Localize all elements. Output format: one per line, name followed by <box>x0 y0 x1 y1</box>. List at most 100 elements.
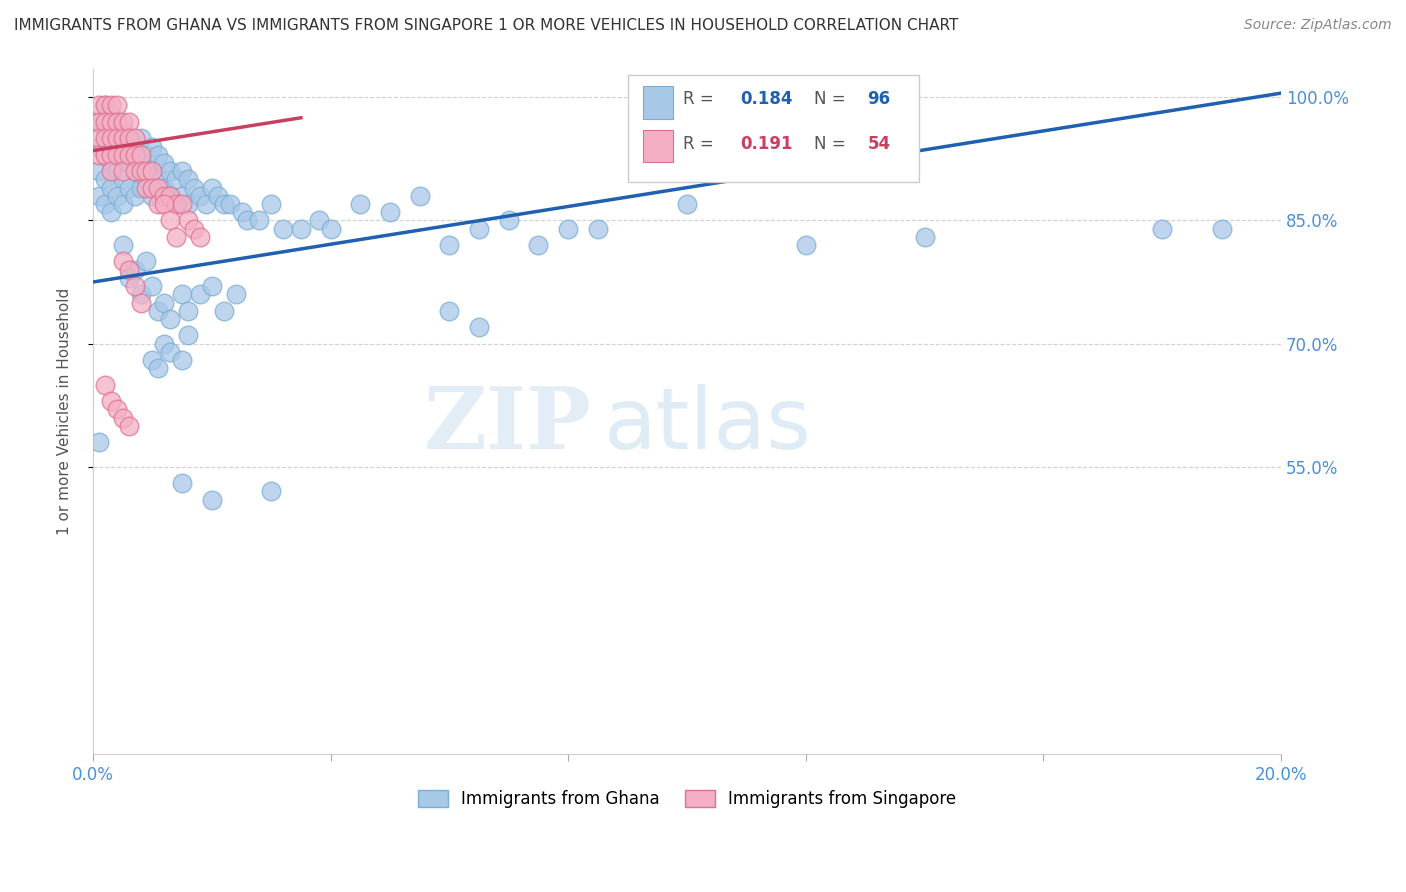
Point <box>260 484 283 499</box>
Point <box>87 139 110 153</box>
Point <box>159 189 181 203</box>
Point <box>94 197 117 211</box>
Point <box>159 164 181 178</box>
Point <box>201 180 224 194</box>
Point <box>124 139 146 153</box>
Point <box>111 172 134 186</box>
Point <box>141 180 163 194</box>
Point <box>153 156 176 170</box>
Point <box>118 418 141 433</box>
Point <box>177 213 200 227</box>
Point <box>111 164 134 178</box>
Point <box>201 279 224 293</box>
Point <box>135 147 157 161</box>
Point <box>129 180 152 194</box>
Point <box>105 115 128 129</box>
Point <box>100 131 122 145</box>
Point <box>439 238 461 252</box>
Point <box>177 197 200 211</box>
Point <box>124 147 146 161</box>
Point <box>141 139 163 153</box>
Point <box>94 123 117 137</box>
Point <box>118 115 141 129</box>
Point <box>87 131 110 145</box>
Point <box>290 221 312 235</box>
Point <box>124 164 146 178</box>
Point <box>148 147 170 161</box>
Point <box>153 189 176 203</box>
Point <box>141 279 163 293</box>
Point <box>148 172 170 186</box>
Point <box>378 205 401 219</box>
Point <box>100 394 122 409</box>
Point <box>468 221 491 235</box>
Point <box>177 172 200 186</box>
Point <box>87 164 110 178</box>
Point <box>105 131 128 145</box>
Point <box>100 180 122 194</box>
Text: ZIP: ZIP <box>425 383 592 467</box>
Point <box>100 106 122 120</box>
Point <box>118 131 141 145</box>
Point <box>111 147 134 161</box>
Point <box>105 402 128 417</box>
Legend: Immigrants from Ghana, Immigrants from Singapore: Immigrants from Ghana, Immigrants from S… <box>411 783 963 814</box>
Point <box>94 115 117 129</box>
Point <box>118 180 141 194</box>
Point <box>183 180 205 194</box>
Point <box>172 287 194 301</box>
Point <box>87 147 110 161</box>
Point <box>105 98 128 112</box>
Point <box>135 180 157 194</box>
Point <box>124 279 146 293</box>
FancyBboxPatch shape <box>643 129 672 162</box>
Point <box>141 353 163 368</box>
Point <box>172 476 194 491</box>
Point <box>153 295 176 310</box>
Point <box>87 98 110 112</box>
Point <box>177 328 200 343</box>
Point <box>165 197 187 211</box>
Point <box>148 303 170 318</box>
Point <box>111 123 134 137</box>
Point <box>194 197 217 211</box>
Point <box>94 377 117 392</box>
Point <box>271 221 294 235</box>
Point <box>247 213 270 227</box>
Point <box>141 164 163 178</box>
Point <box>148 197 170 211</box>
Point <box>557 221 579 235</box>
Point <box>349 197 371 211</box>
Point <box>111 115 134 129</box>
Point <box>94 98 117 112</box>
Point <box>165 197 187 211</box>
Point <box>118 262 141 277</box>
Point <box>172 164 194 178</box>
Point <box>212 303 235 318</box>
Point <box>124 189 146 203</box>
Text: 54: 54 <box>868 135 890 153</box>
Point <box>129 164 152 178</box>
Point <box>100 205 122 219</box>
Text: 0.191: 0.191 <box>741 135 793 153</box>
Point <box>105 147 128 161</box>
Point <box>111 254 134 268</box>
Point <box>111 197 134 211</box>
Point <box>159 344 181 359</box>
Point <box>439 303 461 318</box>
Text: R =: R = <box>683 135 720 153</box>
Point <box>172 197 194 211</box>
Point <box>118 271 141 285</box>
FancyBboxPatch shape <box>643 86 672 119</box>
Point <box>94 131 117 145</box>
Text: atlas: atlas <box>603 384 811 467</box>
Point <box>218 197 240 211</box>
Point <box>188 230 211 244</box>
Point <box>409 189 432 203</box>
Point <box>135 164 157 178</box>
Point <box>129 295 152 310</box>
Point <box>183 221 205 235</box>
Point <box>527 238 550 252</box>
Point <box>188 189 211 203</box>
Point <box>87 189 110 203</box>
